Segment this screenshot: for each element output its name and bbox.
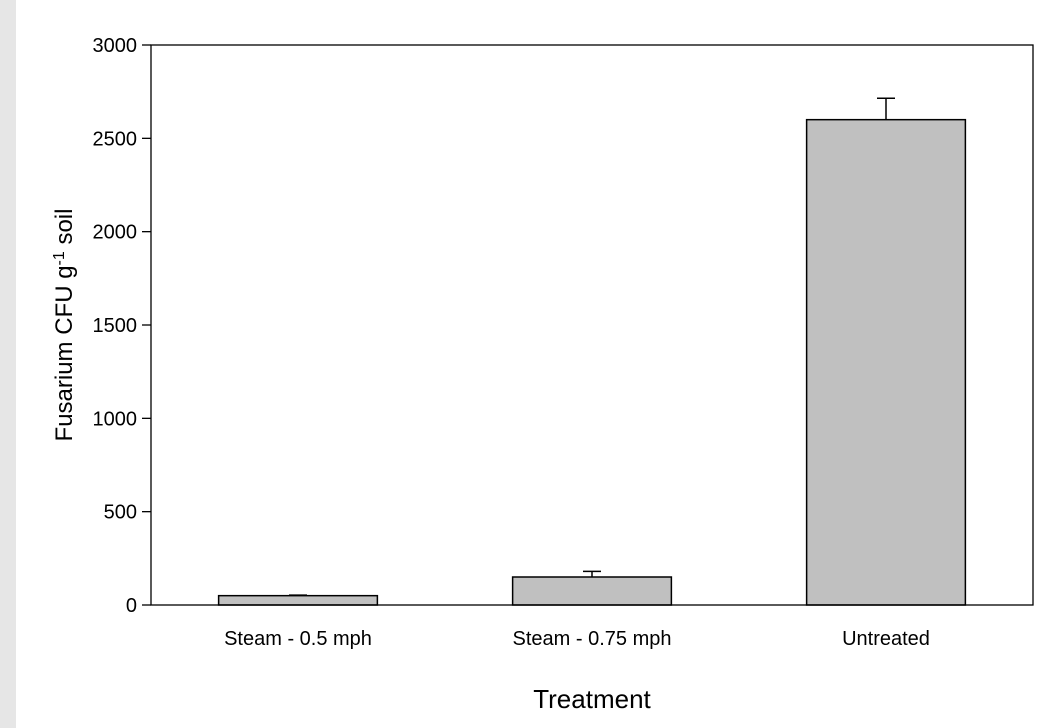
- y-tick-label: 1000: [93, 408, 138, 430]
- bar: [217, 594, 379, 606]
- x-axis-title: Treatment: [533, 684, 651, 714]
- y-axis-title: Fusarium CFU g-1 soil: [51, 209, 79, 442]
- y-tick-label: 3000: [93, 35, 138, 57]
- y-axis-title-main: Fusarium CFU g: [51, 265, 78, 441]
- x-axis-ticks: Steam - 0.5 mph Steam - 0.75 mph Untreated: [224, 628, 930, 650]
- y-tick-label: 0: [126, 595, 137, 617]
- y-tick-label: 500: [104, 502, 137, 524]
- y-axis-ticks: 0 500 1000 1500 2000 2500 3000: [93, 35, 151, 617]
- x-tick-label: Steam - 0.75 mph: [513, 628, 672, 650]
- y-axis-title-suffix: soil: [51, 209, 78, 252]
- bar-chart: 0 500 1000 1500 2000 2500 3000 Steam - 0.5 mph…: [51, 35, 1034, 714]
- error-bars-group: [289, 97, 895, 596]
- y-tick-label: 2500: [93, 128, 138, 150]
- bar: [511, 576, 673, 606]
- x-tick-label: Steam - 0.5 mph: [224, 628, 372, 650]
- bar: [805, 118, 967, 606]
- y-tick-label: 1500: [93, 315, 138, 337]
- bars-group: [217, 118, 967, 606]
- chart-frame: 0 500 1000 1500 2000 2500 3000 Steam - 0.5 mph…: [16, 0, 1048, 728]
- y-axis-title-superscript: -1: [51, 251, 68, 265]
- y-tick-label: 2000: [93, 222, 138, 244]
- plot-area-frame: [150, 44, 1034, 606]
- x-tick-label: Untreated: [842, 628, 930, 650]
